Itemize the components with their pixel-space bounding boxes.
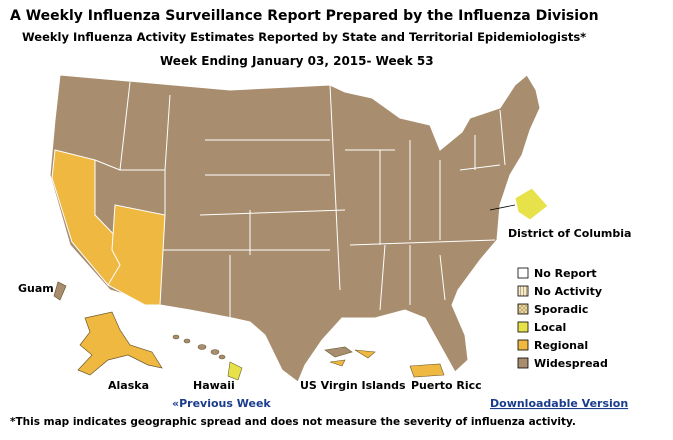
legend-swatch xyxy=(517,267,529,279)
hawaii-label: Hawaii xyxy=(193,379,235,392)
legend-label: Sporadic xyxy=(534,303,588,316)
legend-label: No Report xyxy=(534,267,597,280)
legend-swatch xyxy=(517,285,529,297)
legend-label: No Activity xyxy=(534,285,602,298)
footnote: *This map indicates geographic spread an… xyxy=(10,416,576,428)
legend-swatch xyxy=(517,339,529,351)
previous-link[interactable]: «Previous Week xyxy=(172,397,271,410)
legend-label: Widespread xyxy=(534,357,608,370)
pr-label: Puerto Ricc xyxy=(411,379,482,392)
legend: No Report No Activity Sporadic Local Regiona… xyxy=(517,267,608,370)
subtitle: Weekly Influenza Activity Estimates Repo… xyxy=(22,30,586,44)
dc-label: District of Columbia xyxy=(508,227,631,240)
legend-label: Regional xyxy=(534,339,588,352)
alaska-label: Alaska xyxy=(108,379,149,392)
us-map xyxy=(49,74,549,383)
legend-label: Local xyxy=(534,321,566,334)
usvi-label: US Virgin Islands xyxy=(300,379,406,392)
legend-swatch xyxy=(517,321,529,333)
legend-swatch xyxy=(517,357,529,369)
legend-swatch xyxy=(517,303,529,315)
week: Week Ending January 03, 2015- Week 53 xyxy=(160,54,434,68)
download-link[interactable]: Downloadable Version xyxy=(490,397,628,410)
title: A Weekly Influenza Surveillance Report P… xyxy=(10,8,599,24)
guam-label: Guam xyxy=(18,282,54,295)
